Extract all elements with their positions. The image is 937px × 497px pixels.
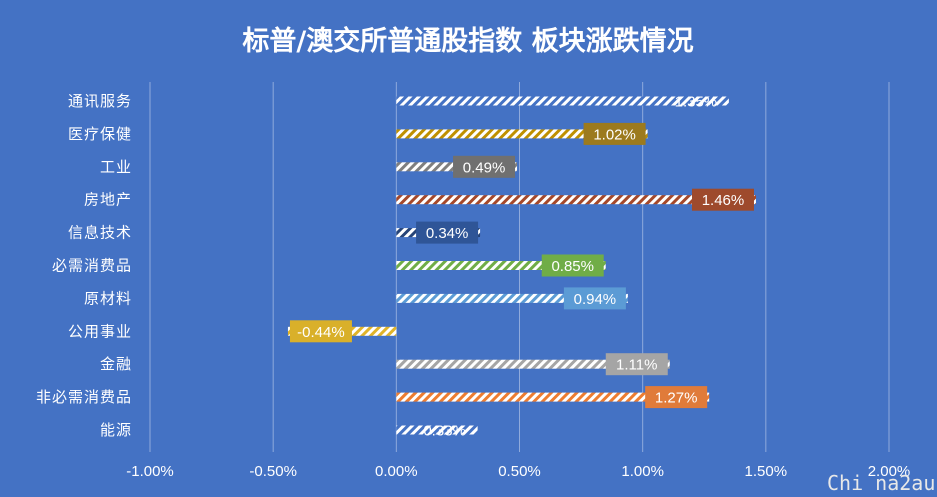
- data-label-box: [563, 287, 626, 310]
- data-label-box: [645, 386, 708, 409]
- data-label-box: [583, 122, 646, 145]
- x-tick-label: 1.00%: [621, 463, 664, 480]
- category-label: 医疗保健: [68, 125, 132, 143]
- watermark: Chi na2au: [827, 471, 935, 495]
- bars: [287, 96, 756, 435]
- data-label: -0.44%: [297, 324, 345, 341]
- bar: [396, 261, 606, 270]
- data-label: 1.27%: [655, 390, 698, 407]
- x-tick-label: 0.50%: [498, 463, 541, 480]
- category-label: 房地产: [84, 191, 132, 209]
- category-label: 必需消费品: [52, 257, 132, 275]
- data-label: 0.85%: [551, 258, 594, 275]
- x-tick-label: 0.00%: [375, 463, 418, 480]
- x-axis-tick-labels: -1.00% -0.50% 0.00% 0.50% 1.00% 1.50% 2.00%: [126, 463, 910, 480]
- data-label-box: [289, 320, 352, 343]
- chart-title: 标普/澳交所普通股指数 板块涨跌情况: [242, 25, 693, 57]
- bar: [396, 359, 670, 369]
- data-label: 0.94%: [574, 291, 617, 308]
- x-tick-label: -1.00%: [126, 463, 174, 480]
- category-label: 非必需消费品: [36, 388, 132, 406]
- category-label: 工业: [100, 158, 132, 176]
- x-tick-label: 2.00%: [868, 463, 911, 480]
- data-label-box: [605, 353, 668, 376]
- category-label: 通讯服务: [68, 92, 132, 110]
- category-label: 金融: [100, 355, 132, 373]
- category-label: 原材料: [84, 289, 132, 307]
- category-label: 能源: [100, 421, 132, 439]
- bar: [396, 293, 628, 303]
- data-label: 1.46%: [702, 192, 745, 209]
- x-tick-label: 1.50%: [745, 463, 788, 480]
- data-label: 0.34%: [426, 225, 469, 242]
- category-label: 公用事业: [68, 322, 132, 340]
- bar: [396, 392, 710, 402]
- category-label: 信息技术: [68, 224, 132, 242]
- data-label: 0.49%: [463, 159, 506, 176]
- data-label-box: [541, 254, 604, 277]
- data-label-box: [691, 188, 754, 211]
- data-label: 0.33%: [423, 423, 466, 440]
- data-label-box: [416, 221, 479, 244]
- bar: [396, 425, 478, 435]
- x-tick-label: -0.50%: [249, 463, 297, 480]
- data-label: 1.02%: [593, 126, 636, 143]
- bar: [396, 195, 756, 205]
- bar: [396, 129, 648, 139]
- bar: [396, 96, 729, 106]
- data-label: 1.11%: [616, 357, 657, 374]
- data-label-box: [453, 155, 516, 178]
- data-labels: 1.35% 1.02% 0.49% 1.46% 0.34% 0.85% 0.94% -0.44…: [289, 94, 754, 440]
- data-label: 1.35%: [675, 94, 718, 111]
